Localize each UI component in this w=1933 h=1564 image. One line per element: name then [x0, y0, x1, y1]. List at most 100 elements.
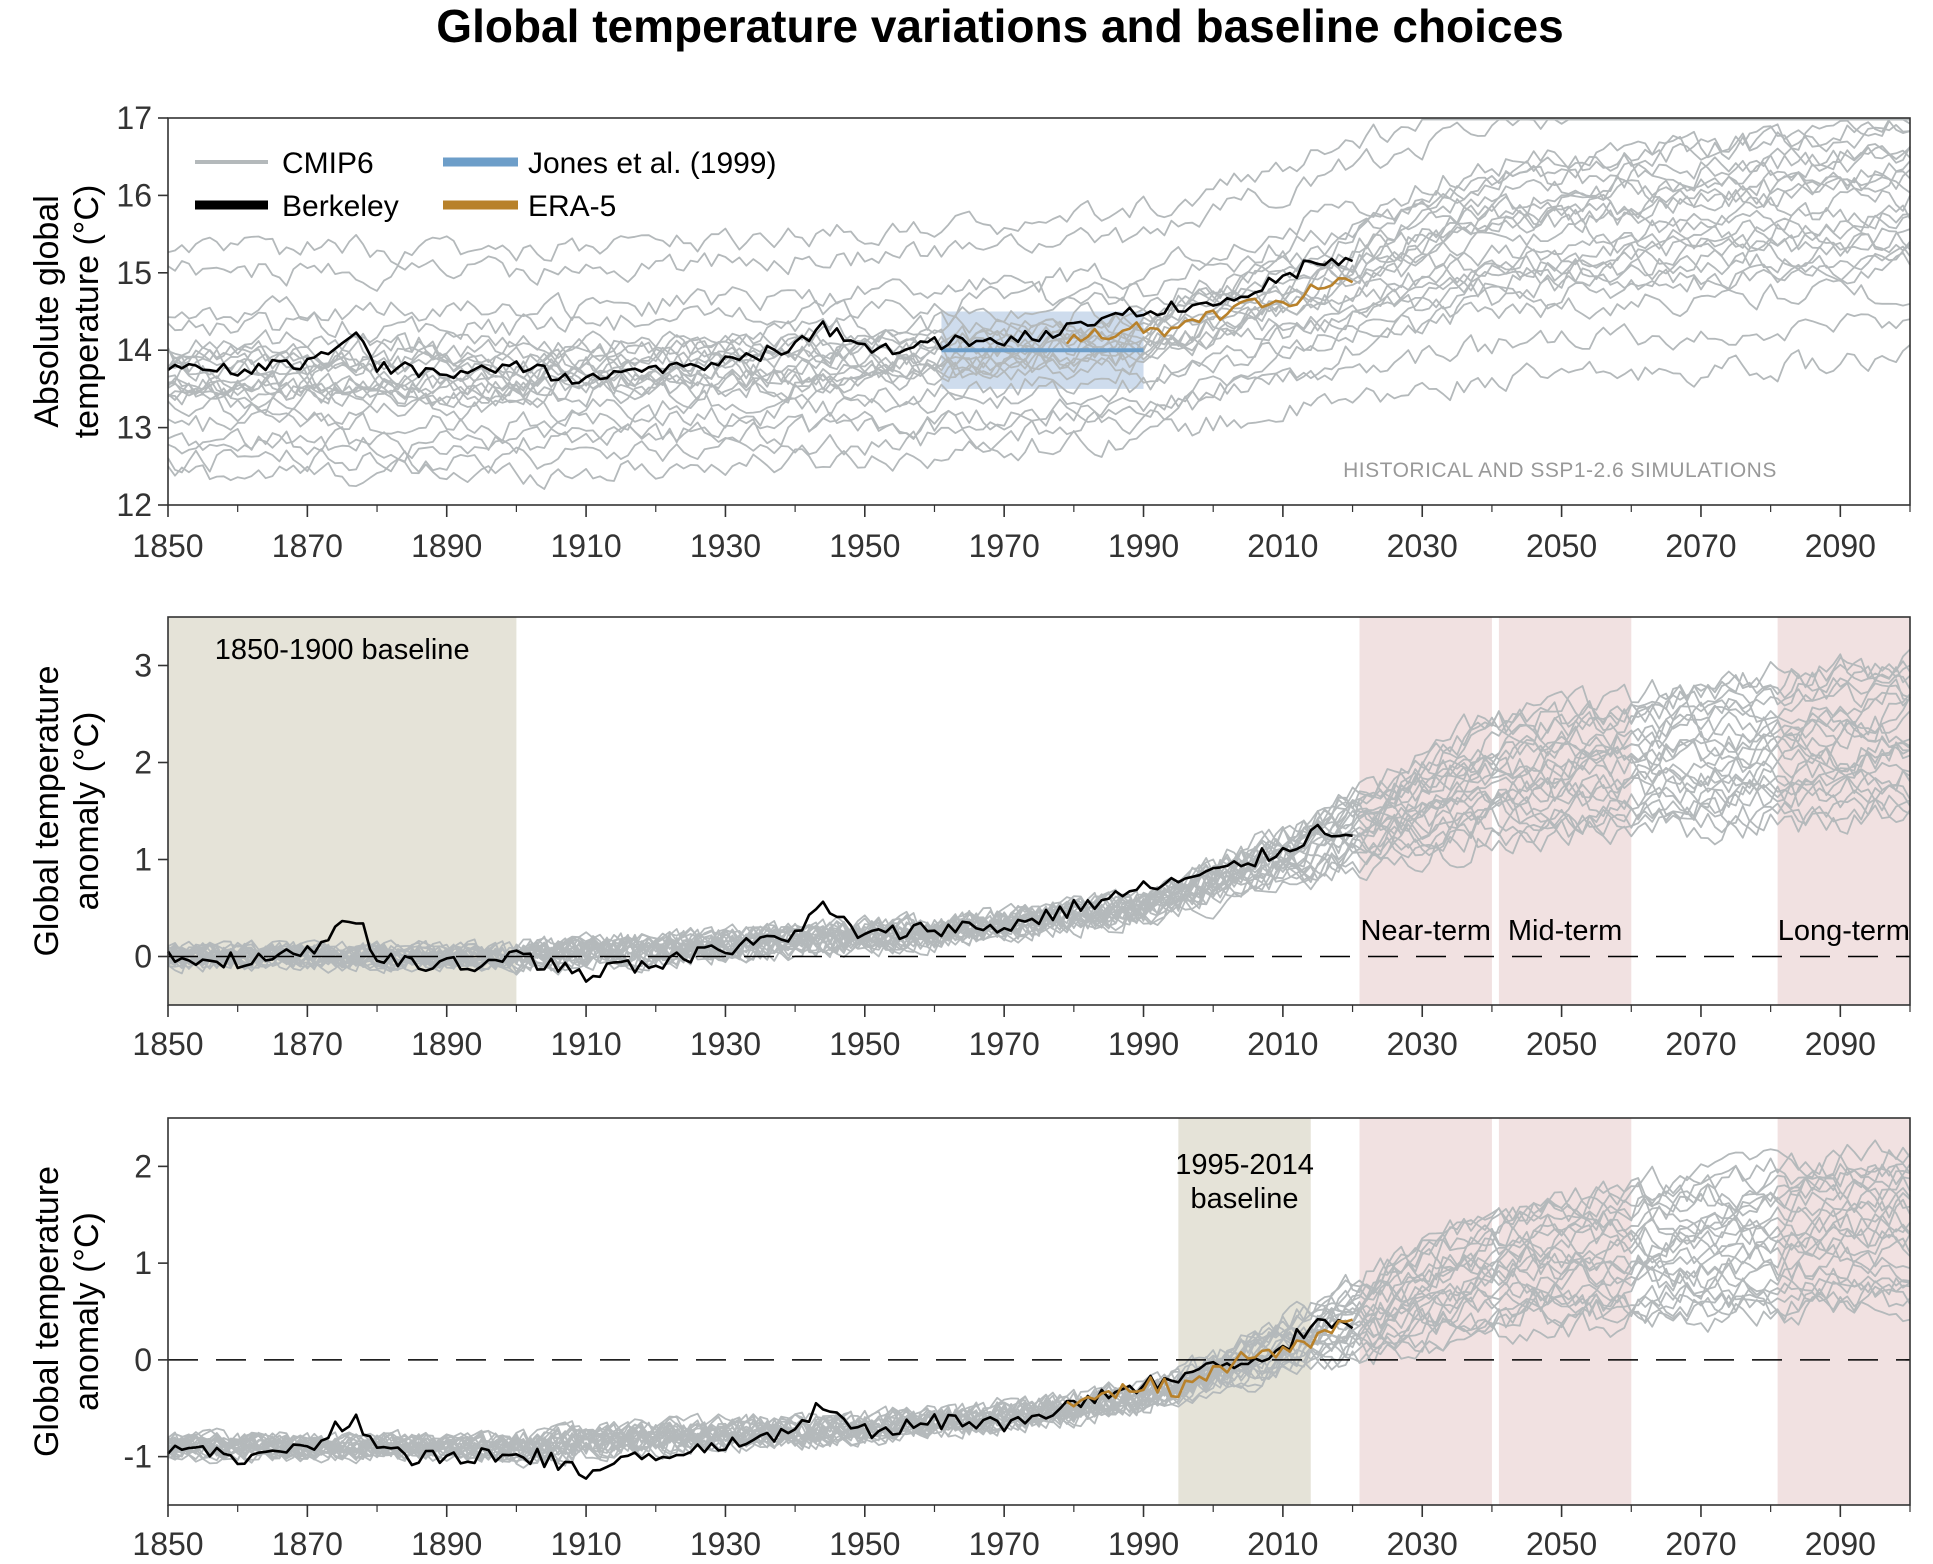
x-tick-label-11: 2070: [1665, 528, 1736, 564]
legend-label-cmip6: CMIP6: [282, 147, 374, 180]
cmip6-member-line-1: [167, 312, 1911, 463]
cmip6-member-line-0: [167, 344, 1911, 490]
x-tick-label-9: 2030: [1387, 1026, 1458, 1062]
x-tick-label-5: 1950: [829, 528, 900, 564]
x-tick-label-8: 2010: [1247, 1026, 1318, 1062]
x-tick-label-1: 1870: [272, 1526, 343, 1562]
y-tick-label-3: 2: [134, 1148, 152, 1184]
baseline-period-label-line-0: 1995-2014: [1175, 1149, 1314, 1181]
cmip6-member-line-11: [167, 160, 1911, 358]
plot-frame: [167, 616, 1911, 1006]
cmip6-member-line-24: [167, 648, 1911, 968]
cmip6-member-line-24: [167, 118, 1911, 380]
y-tick-label-1: 13: [116, 410, 152, 446]
term-period-label-0: Near-term: [1360, 915, 1491, 947]
x-tick-label-9: 2030: [1387, 1526, 1458, 1562]
y-axis-label-line-1: temperature (°C): [68, 185, 106, 439]
x-tick-label-5: 1950: [829, 1026, 900, 1062]
cmip6-member-line-17: [167, 228, 1911, 460]
y-tick-label-3: 3: [134, 648, 152, 684]
x-tick-label-10: 2050: [1526, 528, 1597, 564]
y-tick-label-0: 0: [134, 939, 152, 975]
panel-anomaly-1850-1900: 1850 1870 1890 1910 1930 1950 1970 1990 2010 2030…: [28, 616, 1911, 1062]
legend-label-jones: Jones et al. (1999): [528, 147, 776, 180]
cmip6-member-line-21: [167, 1164, 1911, 1458]
y-tick-label-4: 16: [116, 177, 152, 213]
y-tick-label-0: -1: [124, 1439, 152, 1475]
cmip6-member-line-16: [167, 245, 1911, 474]
term-period-label-1: Mid-term: [1508, 915, 1622, 947]
x-tick-label-7: 1990: [1108, 528, 1179, 564]
cmip6-member-line-6: [167, 1259, 1911, 1459]
x-tick-label-7: 1990: [1108, 1526, 1179, 1562]
cmip6-member-line-5: [167, 1267, 1911, 1461]
cmip6-member-line-3: [167, 251, 1911, 415]
y-axis-label: Global temperatureanomaly (°C): [28, 665, 106, 956]
x-tick-label-4: 1930: [690, 1026, 761, 1062]
series-line-era-5: [1065, 276, 1354, 345]
cmip6-member-line-18: [167, 204, 1911, 442]
x-tick-label-0: 1850: [132, 528, 203, 564]
cmip6-member-line-19: [167, 682, 1911, 973]
baseline-period-shade: [1178, 1118, 1311, 1505]
baseline-period-label: 1850-1900 baseline: [215, 634, 470, 666]
cmip6-member-line-19: [167, 1170, 1911, 1462]
x-tick-label-6: 1970: [969, 528, 1040, 564]
y-axis-label-line-0: Global temperature: [28, 665, 66, 956]
cmip6-member-line-23: [167, 1146, 1911, 1462]
cmip6-member-line-4: [167, 1277, 1911, 1463]
x-tick-label-11: 2070: [1665, 1026, 1736, 1062]
x-tick-label-12: 2090: [1805, 1026, 1876, 1062]
plot-frame: [167, 117, 1911, 506]
figure-title: Global temperature variations and baseli…: [436, 0, 1563, 52]
panel-anomaly-1995-2014: 1850 1870 1890 1910 1930 1950 1970 1990 2010 2030…: [28, 1117, 1911, 1562]
cmip6-member-line-8: [167, 1243, 1911, 1464]
term-period-label-2: Long-term: [1778, 915, 1910, 947]
x-tick-label-2: 1890: [411, 528, 482, 564]
y-axis-label: Global temperatureanomaly (°C): [28, 1166, 106, 1457]
y-axis-label-line-1: anomaly (°C): [68, 712, 106, 911]
x-tick-label-4: 1930: [690, 528, 761, 564]
x-tick-label-11: 2070: [1665, 1526, 1736, 1562]
y-tick-label-0: 12: [116, 487, 152, 523]
baseline-period-label-line-1: baseline: [1191, 1183, 1299, 1215]
y-axis-label: Absolute globaltemperature (°C): [28, 185, 106, 439]
cmip6-member-line-16: [167, 1188, 1911, 1464]
baseline-period-shade: [168, 617, 517, 1005]
cmip6-member-line-15: [167, 118, 1910, 267]
x-tick-label-6: 1970: [969, 1526, 1040, 1562]
y-tick-label-5: 17: [116, 100, 152, 136]
y-tick-label-1: 0: [134, 1342, 152, 1378]
x-tick-label-9: 2030: [1387, 528, 1458, 564]
series-line-berkeley: [167, 256, 1354, 385]
cmip6-member-line-23: [167, 653, 1911, 973]
x-tick-label-0: 1850: [132, 1526, 203, 1562]
cmip6-member-line-2: [167, 278, 1911, 427]
x-tick-label-3: 1910: [550, 1526, 621, 1562]
x-tick-label-10: 2050: [1526, 1526, 1597, 1562]
x-tick-label-3: 1910: [550, 528, 621, 564]
y-tick-label-1: 1: [134, 842, 152, 878]
x-tick-label-0: 1850: [132, 1026, 203, 1062]
x-tick-label-2: 1890: [411, 1526, 482, 1562]
x-tick-label-2: 1890: [411, 1026, 482, 1062]
cmip6-member-line-22: [167, 146, 1911, 405]
cmip6-member-line-14: [167, 118, 1910, 292]
x-tick-label-4: 1930: [690, 1526, 761, 1562]
x-tick-label-12: 2090: [1805, 528, 1876, 564]
x-tick-label-10: 2050: [1526, 1026, 1597, 1062]
series-line-berkeley: [166, 823, 1353, 983]
x-tick-label-6: 1970: [969, 1026, 1040, 1062]
y-tick-label-2: 14: [116, 332, 152, 368]
y-axis-label-line-0: Global temperature: [28, 1166, 66, 1457]
cmip6-member-line-20: [167, 170, 1911, 410]
cmip6-member-line-9: [167, 1233, 1911, 1464]
y-tick-label-2: 1: [134, 1245, 152, 1281]
x-tick-label-3: 1910: [550, 1026, 621, 1062]
x-tick-label-7: 1990: [1108, 1026, 1179, 1062]
x-tick-label-12: 2090: [1805, 1526, 1876, 1562]
cmip6-member-line-13: [167, 124, 1911, 324]
y-tick-label-3: 15: [116, 255, 152, 291]
cmip6-member-line-12: [167, 720, 1911, 975]
